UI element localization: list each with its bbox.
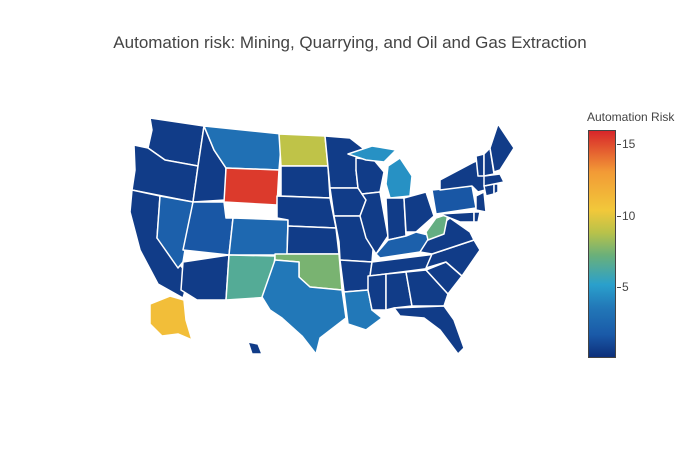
state-in[interactable] xyxy=(385,197,407,241)
state-mi-upper-peninsula[interactable] xyxy=(347,145,397,163)
state-ar[interactable] xyxy=(339,259,373,293)
state-pa[interactable] xyxy=(431,185,477,215)
state-ky[interactable] xyxy=(375,231,433,259)
state-ak[interactable] xyxy=(149,295,193,341)
state-md[interactable] xyxy=(439,211,475,223)
state-nj[interactable] xyxy=(475,191,487,213)
state-hi[interactable] xyxy=(247,341,263,355)
state-de[interactable] xyxy=(473,211,481,223)
colorbar xyxy=(588,130,616,358)
state-il[interactable] xyxy=(359,191,389,255)
chart-title: Automation risk: Mining, Quarrying, and … xyxy=(113,33,587,52)
colorbar-tick-label: 15 xyxy=(622,137,636,152)
state-me[interactable] xyxy=(489,123,515,173)
state-wv[interactable] xyxy=(425,213,449,241)
state-sd[interactable] xyxy=(280,165,331,199)
state-tx[interactable] xyxy=(261,259,347,355)
colorbar-title: Automation Risk xyxy=(587,110,675,124)
state-nh[interactable] xyxy=(483,147,495,177)
state-nd[interactable] xyxy=(278,133,329,167)
state-co[interactable] xyxy=(228,217,289,256)
state-fl[interactable] xyxy=(393,305,465,355)
state-wy[interactable] xyxy=(223,167,280,206)
state-oh[interactable] xyxy=(403,191,435,233)
state-ga[interactable] xyxy=(405,269,449,307)
state-ks[interactable] xyxy=(286,225,340,255)
colorbar-tick xyxy=(617,286,621,288)
state-ms[interactable] xyxy=(367,273,387,311)
state-mi[interactable] xyxy=(385,157,413,199)
state-ri[interactable] xyxy=(493,183,499,195)
state-vt[interactable] xyxy=(475,153,485,177)
colorbar-tick xyxy=(617,215,621,217)
state-wi[interactable] xyxy=(355,157,385,195)
colorbar-tick-label: 5 xyxy=(622,279,629,294)
colorbar-tick-label: 10 xyxy=(622,208,636,223)
state-az[interactable] xyxy=(180,254,230,301)
state-ma[interactable] xyxy=(483,173,505,187)
colorbar-tick xyxy=(617,144,621,146)
